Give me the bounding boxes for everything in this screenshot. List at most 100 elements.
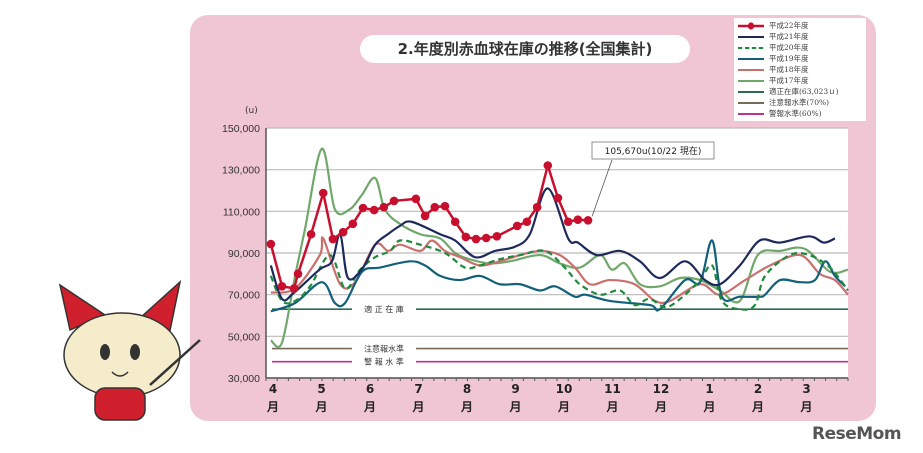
legend-label: 平成21年度 (769, 32, 809, 41)
legend-item: 平成22年度 (738, 20, 866, 31)
series-line (269, 160, 589, 290)
data-point (348, 219, 358, 229)
data-point (461, 232, 471, 242)
legend-item: 注意報水準(70%) (738, 97, 866, 108)
series-平成19年度 (270, 239, 846, 313)
data-point (492, 232, 502, 241)
data-point (293, 269, 303, 279)
chart-title: 2.年度別赤血球在庫の推移(全国集計) (360, 35, 690, 63)
legend-item: 平成21年度 (738, 31, 866, 42)
legend-label: 注意報水準(70%) (769, 98, 830, 107)
legend-swatch (738, 46, 764, 49)
data-point (512, 221, 522, 231)
legend-label: 平成18年度 (769, 65, 809, 74)
data-point (411, 194, 421, 204)
month-label: 4 (269, 382, 277, 396)
legend-swatch (738, 68, 764, 71)
data-point (481, 233, 491, 243)
mascot-body (94, 387, 146, 421)
data-point (522, 217, 532, 227)
month-label: 月 (702, 400, 715, 414)
reference-line-label: 警 報 水 準 (364, 357, 404, 367)
series-平成22年度 (266, 160, 593, 293)
legend-label: 警報水準(60%) (769, 109, 822, 118)
data-point (430, 202, 440, 212)
legend-swatch (738, 57, 764, 60)
y-tick-label: 90,000 (228, 248, 260, 260)
legend-swatch (738, 21, 764, 30)
legend-label: 適正在庫(63,023ｕ) (769, 87, 839, 96)
mascot-pointer (149, 339, 201, 386)
data-point (450, 217, 460, 227)
y-tick-label: 30,000 (228, 373, 260, 385)
month-label: 10 (556, 382, 573, 396)
legend-item: 平成19年度 (738, 53, 866, 64)
annotation-text: 105,670u(10/22 現在) (605, 145, 702, 157)
legend-swatch (738, 101, 764, 104)
data-point (563, 217, 573, 227)
data-point (420, 211, 430, 221)
legend-item: 平成18年度 (738, 64, 866, 75)
data-point (553, 193, 563, 203)
data-point (471, 234, 481, 244)
month-label: 2 (754, 382, 762, 396)
resemom-logo: ReseMom (812, 424, 902, 444)
legend-label: 平成22年度 (769, 21, 809, 30)
annotation-box (591, 141, 715, 160)
month-label: 月 (266, 400, 279, 414)
mascot-illustration (58, 279, 201, 421)
legend-item: 平成17年度 (738, 75, 866, 86)
data-point (266, 239, 276, 249)
mascot-eye (100, 344, 110, 360)
data-point (543, 161, 553, 170)
mascot-mouth (111, 371, 129, 377)
month-label: 3 (802, 382, 810, 396)
legend-swatch (738, 90, 764, 93)
month-label: 7 (414, 382, 422, 396)
reference-line-label: 注意報水準 (364, 344, 404, 354)
month-label: 月 (557, 400, 570, 414)
series-平成21年度 (269, 187, 836, 302)
data-point (532, 202, 542, 212)
month-label: 12 (653, 382, 670, 396)
data-point (583, 216, 593, 225)
month-label: 月 (363, 400, 376, 414)
data-point (358, 203, 368, 213)
legend-item: 適正在庫(63,023ｕ) (738, 86, 866, 97)
data-point (369, 205, 379, 215)
legend-swatch (738, 35, 764, 38)
y-tick-label: 50,000 (228, 331, 260, 343)
month-label: 月 (508, 400, 521, 414)
month-label: 月 (411, 400, 424, 414)
data-point (379, 202, 389, 212)
month-label: 月 (751, 400, 764, 414)
legend-label: 平成19年度 (769, 54, 809, 63)
mascot-head (63, 312, 181, 398)
month-label: 6 (366, 382, 374, 396)
data-point (440, 201, 450, 211)
data-point (389, 196, 399, 206)
y-tick-label: 150,000 (222, 123, 260, 135)
month-label: 11 (604, 382, 621, 396)
reference-line-label: 適 正 在 庫 (364, 304, 404, 314)
legend-item: 平成20年度 (738, 42, 866, 53)
data-point (338, 227, 348, 237)
data-point (306, 229, 316, 239)
data-point (328, 234, 338, 244)
month-label: 月 (314, 400, 327, 414)
month-label: 月 (460, 400, 473, 414)
legend-label: 平成17年度 (769, 76, 809, 85)
legend-swatch (738, 79, 764, 82)
legend: 平成22年度 平成21年度 平成20年度 平成19年度 平成18年度 平成17年度適正在庫… (734, 18, 866, 121)
month-label: 月 (605, 400, 618, 414)
month-label: 9 (511, 382, 519, 396)
legend-swatch (738, 112, 764, 115)
y-tick-label: 130,000 (222, 165, 260, 177)
month-label: 1 (705, 382, 713, 396)
month-label: 8 (463, 382, 471, 396)
y-tick-label: 110,000 (223, 206, 260, 218)
data-point (573, 215, 583, 224)
data-point (289, 284, 299, 293)
y-tick-label: 70,000 (228, 290, 260, 302)
